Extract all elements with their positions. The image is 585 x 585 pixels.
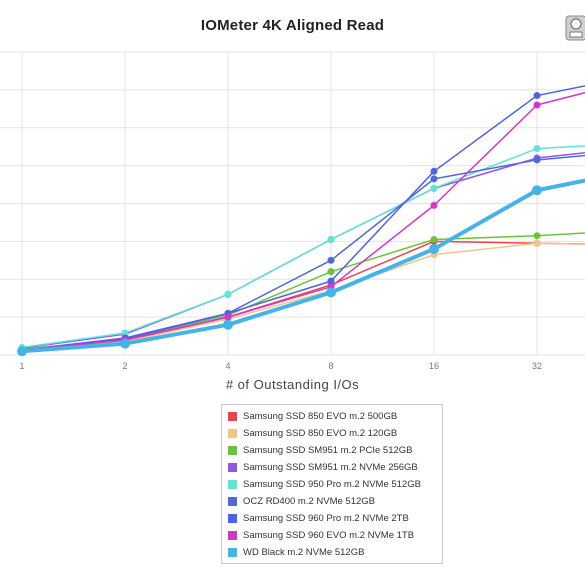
data-point (533, 101, 541, 109)
legend-item: Samsung SSD 950 Pro m.2 NVMe 512GB (222, 476, 442, 493)
x-axis-ticks: 1 2 4 8 16 32 (19, 361, 542, 371)
legend-swatch (228, 497, 237, 506)
series-line (21, 154, 585, 352)
legend-swatch (228, 446, 237, 455)
data-point (533, 239, 541, 247)
x-tick-label: 8 (328, 361, 333, 371)
legend-swatch (228, 514, 237, 523)
legend-label: Samsung SSD SM951 m.2 PCIe 512GB (243, 445, 413, 456)
data-point (327, 277, 335, 285)
legend-item: OCZ RD400 m.2 NVMe 512GB (222, 493, 442, 510)
grid-lines (0, 51, 585, 356)
x-tick-label: 4 (225, 361, 230, 371)
legend-label: OCZ RD400 m.2 NVMe 512GB (243, 496, 375, 507)
legend-swatch (228, 412, 237, 421)
x-axis-label: # of Outstanding I/Os (225, 377, 360, 392)
legend: Samsung SSD 850 EVO m.2 500GB Samsung SSD… (221, 404, 443, 564)
data-point (429, 243, 439, 254)
legend-item: Samsung SSD 960 Pro m.2 NVMe 2TB (222, 510, 442, 527)
data-point (121, 329, 129, 337)
series-line (21, 242, 585, 352)
x-tick-label: 16 (429, 361, 439, 371)
legend-label: Samsung SSD SM951 m.2 NVMe 256GB (243, 462, 418, 473)
legend-label: WD Black m.2 NVMe 512GB (243, 547, 365, 558)
legend-item: WD Black m.2 NVMe 512GB (222, 544, 442, 561)
series-lines (17, 85, 585, 357)
legend-item: Samsung SSD 960 EVO m.2 NVMe 1TB (222, 527, 442, 544)
series-line (21, 178, 585, 354)
x-tick-label: 32 (532, 361, 542, 371)
series-5 (18, 154, 585, 354)
legend-swatch (228, 480, 237, 489)
legend-swatch (228, 531, 237, 540)
legend-label: Samsung SSD 960 Pro m.2 NVMe 2TB (243, 513, 409, 524)
plot-area: 1 2 4 8 16 32 (0, 51, 585, 371)
data-point (430, 184, 438, 192)
legend-label: Samsung SSD 950 Pro m.2 NVMe 512GB (243, 479, 421, 490)
series-8 (17, 178, 585, 357)
logo-icon (565, 15, 585, 41)
data-point (223, 319, 233, 330)
data-point (224, 290, 232, 298)
legend-item: Samsung SSD SM951 m.2 NVMe 256GB (222, 459, 442, 476)
legend-item: Samsung SSD SM951 m.2 PCIe 512GB (222, 442, 442, 459)
data-point (533, 92, 541, 100)
legend-item: Samsung SSD 850 EVO m.2 120GB (222, 425, 442, 442)
data-point (430, 201, 438, 209)
legend-label: Samsung SSD 850 EVO m.2 500GB (243, 411, 398, 422)
legend-swatch (228, 429, 237, 438)
legend-label: Samsung SSD 960 EVO m.2 NVMe 1TB (243, 530, 415, 541)
data-point (224, 313, 232, 321)
legend-swatch (228, 463, 237, 472)
data-point (532, 185, 542, 196)
data-point (430, 235, 438, 243)
legend-item: Samsung SSD 850 EVO m.2 500GB (222, 408, 442, 425)
x-tick-label: 1 (19, 361, 24, 371)
data-point (430, 167, 438, 175)
data-point (533, 145, 541, 153)
data-point (430, 175, 438, 183)
data-point (327, 235, 335, 243)
data-point (120, 338, 130, 349)
legend-swatch (228, 548, 237, 557)
data-point (327, 268, 335, 276)
series-4 (18, 145, 585, 351)
data-point (17, 346, 27, 357)
series-7 (18, 91, 585, 354)
data-point (533, 156, 541, 164)
data-point (326, 287, 336, 298)
legend-label: Samsung SSD 850 EVO m.2 120GB (243, 428, 398, 439)
chart-title: IOMeter 4K Aligned Read (200, 17, 385, 34)
x-tick-label: 2 (122, 361, 127, 371)
data-point (533, 232, 541, 240)
series-line (21, 91, 585, 352)
data-point (327, 256, 335, 264)
